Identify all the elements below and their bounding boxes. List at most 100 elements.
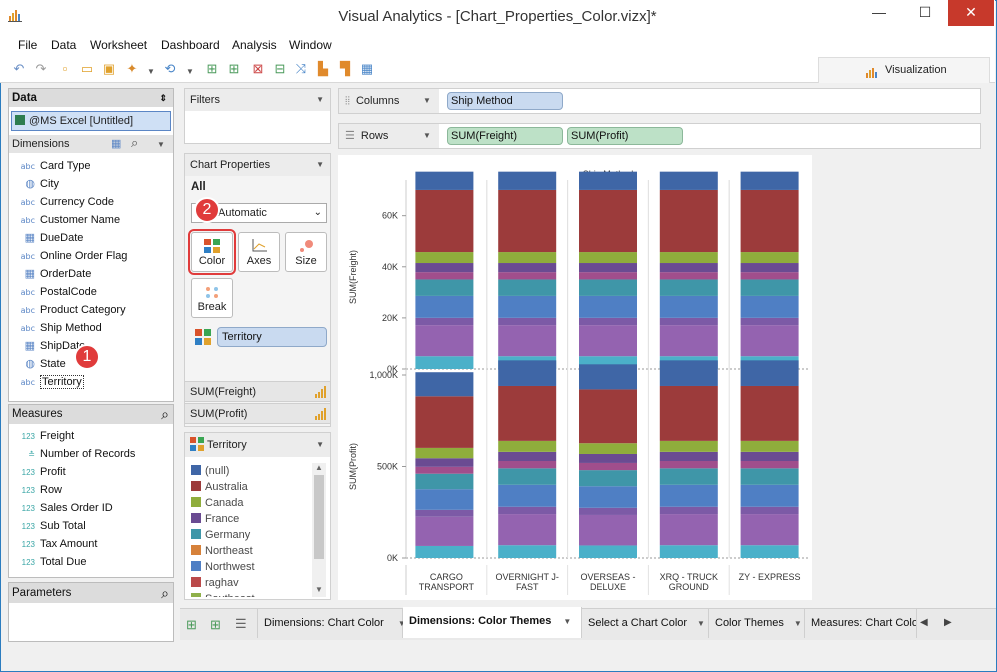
axes-card[interactable]: Axes [238, 232, 280, 272]
legend-item[interactable]: France [191, 511, 239, 527]
sheet-tab-5[interactable]: Measures: Chart Colo [805, 609, 917, 638]
dimension-item[interactable]: ▦ OrderDate [17, 265, 92, 283]
maximize-button[interactable]: ☐ [918, 4, 932, 20]
save-icon[interactable]: ▣ [102, 61, 116, 76]
measure-tab-profit[interactable]: SUM(Profit) [184, 403, 331, 424]
break-card[interactable]: Break [191, 278, 233, 318]
columns-pill-ship-method[interactable]: Ship Method [447, 92, 563, 110]
chevron-down-icon[interactable]: ▼ [793, 619, 802, 628]
dimension-item[interactable]: abc Territory [17, 373, 84, 391]
size-card[interactable]: Size [285, 232, 327, 272]
sort-icon[interactable]: ⇕ [159, 93, 167, 103]
legend-item[interactable]: Northeast [191, 543, 253, 559]
sheet-list-icon[interactable]: ☰ [235, 616, 247, 631]
table-view-icon[interactable]: ▦ [111, 138, 122, 150]
dimension-item[interactable]: abc Ship Method [17, 319, 102, 337]
chevron-down-icon[interactable]: ▼ [186, 67, 194, 76]
dimension-item[interactable]: abc PostalCode [17, 283, 97, 301]
scroll-right-icon[interactable]: ▶ [944, 617, 952, 628]
new-file-icon[interactable]: ▫ [62, 61, 68, 76]
mark-type-select[interactable]: Automatic ⌄ [191, 203, 327, 223]
dimension-item[interactable]: ◍ City [17, 175, 59, 193]
menu-worksheet[interactable]: Worksheet [90, 38, 148, 52]
scroll-up-icon[interactable]: ▲ [315, 463, 323, 472]
refresh-icon[interactable]: ⟲ [164, 61, 176, 76]
search-icon[interactable]: ⌕ [161, 585, 169, 601]
sheet-tab-3[interactable]: Select a Chart Color ▼ [582, 609, 709, 638]
new-dashboard-icon[interactable]: ⊞ [228, 61, 240, 76]
measure-item[interactable]: 123 Profit [17, 463, 66, 481]
dimension-item[interactable]: abc Product Category [17, 301, 126, 319]
scroll-left-icon[interactable]: ◀ [920, 617, 928, 628]
dimension-item[interactable]: ▦ ShipDate [17, 337, 86, 355]
chevron-down-icon[interactable]: ▼ [316, 160, 324, 169]
new-dashboard-icon[interactable]: ⊞ [210, 617, 221, 632]
search-icon[interactable]: ⌕ [161, 406, 169, 422]
open-folder-icon[interactable]: ▭ [80, 61, 94, 76]
chevron-down-icon[interactable]: ▼ [697, 619, 705, 628]
legend-item[interactable]: Canada [191, 495, 244, 511]
chevron-down-icon[interactable]: ▼ [157, 140, 165, 149]
measure-item[interactable]: 123 Sales Order ID [17, 499, 113, 517]
measure-tab-freight[interactable]: SUM(Freight) [184, 381, 331, 402]
data-source[interactable]: @MS Excel [Untitled] [11, 111, 171, 131]
chevron-down-icon[interactable]: ▼ [316, 95, 324, 104]
chevron-down-icon[interactable]: ▼ [147, 67, 155, 76]
swap-axes-icon[interactable]: ⤨ [295, 61, 307, 76]
legend-item[interactable]: Germany [191, 527, 250, 543]
undo-icon[interactable]: ↶ [13, 61, 25, 76]
dimension-item[interactable]: abc Customer Name [17, 211, 120, 229]
dimension-item[interactable]: abc Currency Code [17, 193, 114, 211]
color-field-pill[interactable]: Territory [217, 327, 327, 347]
auto-chart-icon[interactable]: ✦ [126, 61, 138, 76]
measure-item[interactable]: ≛ Number of Records [17, 445, 135, 463]
measure-item[interactable]: 123 Total Due [17, 553, 87, 571]
chevron-down-icon[interactable]: ▼ [316, 440, 324, 449]
search-icon[interactable]: ⌕ [131, 135, 139, 150]
rows-pill-profit[interactable]: SUM(Profit) [567, 127, 683, 145]
dimension-label: OrderDate [40, 268, 92, 280]
scroll-thumb[interactable] [314, 475, 324, 559]
sheet-tab-4[interactable]: Color Themes ▼ [709, 609, 805, 638]
dimension-item[interactable]: ◍ State [17, 355, 65, 373]
legend-item[interactable]: Australia [191, 479, 248, 495]
scroll-down-icon[interactable]: ▼ [315, 585, 323, 594]
dimension-item[interactable]: abc Online Order Flag [17, 247, 128, 265]
all-marks-label[interactable]: All [191, 181, 206, 193]
redo-icon[interactable]: ↷ [35, 61, 47, 76]
measure-item[interactable]: 123 Sub Total [17, 517, 86, 535]
menu-window[interactable]: Window [289, 38, 332, 52]
measure-item[interactable]: 123 Row [17, 481, 62, 499]
menu-data[interactable]: Data [51, 38, 77, 52]
delete-sheet-icon[interactable]: ⊠ [252, 61, 264, 76]
new-worksheet-icon[interactable]: ⊞ [186, 617, 197, 632]
measure-item[interactable]: 123 Freight [17, 427, 75, 445]
new-worksheet-icon[interactable]: ⊞ [206, 61, 218, 76]
chevron-down-icon[interactable]: ▼ [397, 619, 406, 628]
visualization-button[interactable]: Visualization [818, 57, 990, 83]
sort-ascending-icon[interactable]: ▙ [318, 61, 328, 76]
menu-analysis[interactable]: Analysis [232, 38, 277, 52]
legend-item[interactable]: Southeast [191, 591, 255, 597]
fit-icon[interactable]: ▦ [360, 61, 374, 76]
close-button[interactable]: ✕ [948, 0, 994, 26]
minimize-button[interactable]: — [872, 4, 886, 20]
menu-dashboard[interactable]: Dashboard [161, 38, 220, 52]
legend-item[interactable]: raghav [191, 575, 239, 591]
rows-pill-freight[interactable]: SUM(Freight) [447, 127, 563, 145]
sheet-tab-1[interactable]: Dimensions: Chart Color ▼ [257, 609, 406, 638]
menu-file[interactable]: File [18, 38, 38, 52]
sheet-tab-2-active[interactable]: Dimensions: Color Themes ▼ [403, 607, 582, 638]
legend-scrollbar[interactable]: ▲ ▼ [312, 463, 326, 597]
measure-item[interactable]: 123 Tax Amount [17, 535, 98, 553]
legend-item[interactable]: Northwest [191, 559, 255, 575]
duplicate-sheet-icon[interactable]: ⊟ [274, 61, 286, 76]
chevron-down-icon[interactable]: ▼ [423, 131, 431, 140]
chevron-down-icon[interactable]: ▼ [423, 96, 431, 105]
dimension-item[interactable]: ▦ DueDate [17, 229, 84, 247]
sort-descending-icon[interactable]: ▜ [340, 61, 350, 76]
legend-item[interactable]: (null) [191, 463, 229, 479]
color-card[interactable]: Color [188, 229, 236, 275]
chevron-down-icon[interactable]: ▼ [563, 617, 572, 626]
dimension-item[interactable]: abc Card Type [17, 157, 91, 175]
